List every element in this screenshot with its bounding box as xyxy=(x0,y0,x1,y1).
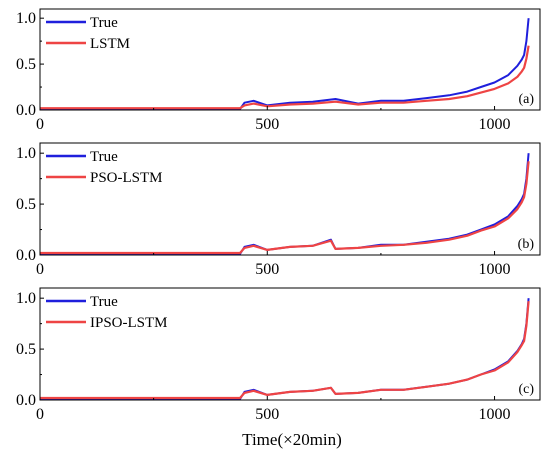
chart-panel-2: 0 500 1000 0.0 0.5 1.0 True PSO-LSTM (b) xyxy=(16,142,541,278)
legend: True PSO-LSTM xyxy=(46,149,163,186)
legend-label: True xyxy=(90,15,118,31)
x-tick-label: 1000 xyxy=(479,261,511,278)
panel-tag: (a) xyxy=(518,92,534,107)
x-tick-label: 500 xyxy=(255,116,279,133)
plot-frame xyxy=(39,142,541,256)
legend-label: IPSO-LSTM xyxy=(90,315,168,331)
legend-label: PSO-LSTM xyxy=(90,170,163,186)
plot-frame xyxy=(39,287,541,401)
y-tick-label: 0.5 xyxy=(16,341,36,358)
x-tick-label: 1000 xyxy=(479,116,511,133)
chart-panel-1: 0 500 1000 0.0 0.5 1.0 True LSTM (a) xyxy=(16,8,541,133)
x-tick-label: 1000 xyxy=(479,406,511,423)
y-tick-label: 0.5 xyxy=(16,56,36,73)
legend: True LSTM xyxy=(46,15,130,52)
legend-label: LSTM xyxy=(90,36,130,52)
legend-label: True xyxy=(90,294,118,310)
series-line-ipso-lstm xyxy=(40,301,530,400)
x-tick-label: 0 xyxy=(36,116,44,133)
panel-tag: (b) xyxy=(518,237,535,252)
x-tick-label: 0 xyxy=(36,261,44,278)
y-tick-label: 0.0 xyxy=(16,102,36,119)
y-tick-label: 0.5 xyxy=(16,196,36,213)
series-line-true xyxy=(40,18,530,111)
legend: True IPSO-LSTM xyxy=(46,294,168,331)
plot-frame xyxy=(39,8,541,111)
chart-panel-3: 0 500 1000 0.0 0.5 1.0 True IPSO-LSTM (c) xyxy=(16,287,541,423)
y-tick-label: 0.0 xyxy=(16,392,36,409)
x-tick-label: 0 xyxy=(36,406,44,423)
x-tick-label: 500 xyxy=(255,261,279,278)
x-axis-title: Time(×20min) xyxy=(242,430,342,449)
x-tick-label: 500 xyxy=(255,406,279,423)
legend-label: True xyxy=(90,149,118,165)
y-tick-label: 1.0 xyxy=(16,145,36,162)
series-line-lstm xyxy=(40,45,530,110)
series-line-pso-lstm xyxy=(40,161,530,255)
y-tick-label: 1.0 xyxy=(16,10,36,27)
y-tick-label: 1.0 xyxy=(16,290,36,307)
y-tick-label: 0.0 xyxy=(16,247,36,264)
series-line-true xyxy=(40,298,530,400)
panel-tag: (c) xyxy=(518,382,534,397)
